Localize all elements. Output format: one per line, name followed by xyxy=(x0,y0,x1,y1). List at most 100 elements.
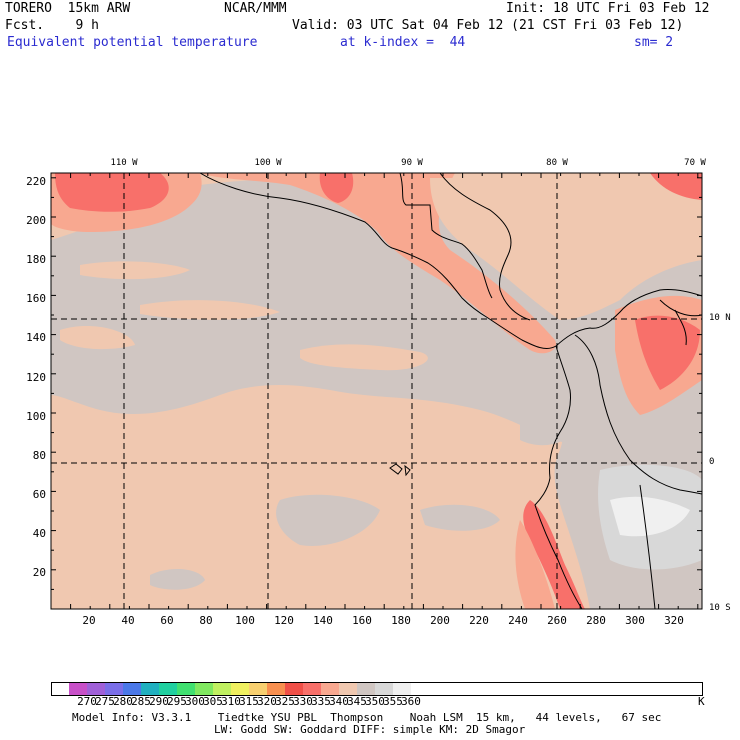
colorbar-swatch xyxy=(69,682,88,696)
field-patch-d xyxy=(60,325,135,350)
colorbar-swatch xyxy=(231,682,250,696)
colorbar-swatch xyxy=(285,682,304,696)
field-hot-caribbean xyxy=(650,173,702,200)
field-hot-peru-coast xyxy=(523,500,585,609)
x-grid-label: 260 xyxy=(547,614,567,627)
y-grid-label: 80 xyxy=(32,449,46,462)
colorbar-swatch xyxy=(51,682,71,696)
longitude-label: 90 W xyxy=(401,158,423,168)
coastline-maracaibo xyxy=(674,309,687,346)
colorbar-swatch xyxy=(177,682,196,696)
latitude-label: 0 xyxy=(709,457,715,467)
border-peru-brazil xyxy=(639,484,656,609)
y-grid-label: 60 xyxy=(32,488,46,501)
valid-time: Valid: 03 UTC Sat 04 Feb 12 (21 CST Fri … xyxy=(292,18,684,33)
latitude-label: 10 S xyxy=(709,603,731,613)
x-grid-label: 240 xyxy=(508,614,528,627)
colorbar-label: 290 xyxy=(149,695,169,708)
x-grid-label: 300 xyxy=(625,614,645,627)
x-grid-label: 200 xyxy=(430,614,450,627)
y-grid-label: 220 xyxy=(26,175,46,188)
field-patch-a xyxy=(300,344,428,371)
y-grid-label: 180 xyxy=(26,253,46,266)
longitude-label: 100 W xyxy=(254,158,282,168)
field-patch-f xyxy=(150,568,205,590)
forecast-hour: Fcst. 9 h xyxy=(5,18,99,33)
footer-model-info: Model Info: V3.3.1 Tiedtke YSU PBL Thomp… xyxy=(72,711,662,724)
colorbar-label: 360 xyxy=(401,695,421,708)
theta-e-field xyxy=(51,173,702,609)
longitude-label: 110 W xyxy=(110,158,138,168)
coastline-south-america-west xyxy=(534,345,583,609)
colorbar-swatch xyxy=(141,682,160,696)
field-warm-coast xyxy=(200,173,556,354)
colorbar-label: 275 xyxy=(95,695,115,708)
field-land-ca xyxy=(430,178,702,320)
x-grid-label: 120 xyxy=(274,614,294,627)
colorbar-swatch xyxy=(105,682,124,696)
colorbar-label: 355 xyxy=(383,695,403,708)
longitude-label: 70 W xyxy=(684,158,706,168)
x-grid-label: 100 xyxy=(235,614,255,627)
coastline-venezuela xyxy=(659,299,702,317)
colorbar-label: 300 xyxy=(185,695,205,708)
field-hot-nw xyxy=(55,173,169,212)
map-frame xyxy=(50,172,703,610)
x-grid-label: 80 xyxy=(199,614,213,627)
colorbar-swatch xyxy=(195,682,214,696)
field-warm-peru-coast xyxy=(515,520,555,609)
colorbar-label: 270 xyxy=(77,695,97,708)
field-hot-colombia xyxy=(635,315,700,390)
colorbar-swatch xyxy=(339,682,358,696)
colorbar-label: 320 xyxy=(257,695,277,708)
longitude-label: 80 W xyxy=(546,158,568,168)
coastline-pacific-central-america xyxy=(199,173,557,349)
colorbar-swatch xyxy=(213,682,232,696)
galapagos-islands xyxy=(389,463,411,477)
x-grid-label: 160 xyxy=(352,614,372,627)
smoothing-label: sm= 2 xyxy=(634,35,674,50)
colorbar-swatch xyxy=(411,682,703,696)
x-grid-label: 140 xyxy=(313,614,333,627)
init-time: Init: 18 UTC Fri 03 Feb 12 xyxy=(506,1,710,16)
colorbar-swatch xyxy=(267,682,286,696)
colorbar-label: 280 xyxy=(113,695,133,708)
colorbar-label: 345 xyxy=(347,695,367,708)
coastline-panama-colombia xyxy=(555,289,702,347)
field-patch-i xyxy=(520,408,575,446)
y-grid-label: 160 xyxy=(26,292,46,305)
colorbar-swatch xyxy=(393,682,412,696)
colorbar-label: 295 xyxy=(167,695,187,708)
x-grid-label: 320 xyxy=(664,614,684,627)
y-grid-label: 140 xyxy=(26,331,46,344)
lat-lon-grid xyxy=(51,173,702,609)
field-patch-e xyxy=(276,494,380,546)
colorbar-label: 330 xyxy=(293,695,313,708)
colorbar-label: 350 xyxy=(365,695,385,708)
colorbar-swatch xyxy=(249,682,268,696)
colorbar-label: 310 xyxy=(221,695,241,708)
field-patch-h xyxy=(55,446,110,499)
colorbar-swatch xyxy=(159,682,178,696)
field-title: Equivalent potential temperature xyxy=(7,35,258,50)
colorbar-swatch xyxy=(303,682,322,696)
y-grid-label: 200 xyxy=(26,214,46,227)
coastline-caribbean-side xyxy=(439,173,531,321)
colorbar-swatch xyxy=(321,682,340,696)
colorbar-swatch xyxy=(87,682,106,696)
x-grid-label: 60 xyxy=(160,614,174,627)
colorbar-label: 315 xyxy=(239,695,259,708)
colorbar-label: 285 xyxy=(131,695,151,708)
colorbar-label: 325 xyxy=(275,695,295,708)
field-patch-b xyxy=(80,261,190,280)
organization: NCAR/MMM xyxy=(224,1,287,16)
x-grid-label: 280 xyxy=(586,614,606,627)
field-patch-c xyxy=(140,300,280,320)
y-grid-label: 20 xyxy=(32,566,46,579)
colorbar-swatch xyxy=(357,682,376,696)
y-grid-label: 100 xyxy=(26,410,46,423)
colorbar-unit: K xyxy=(698,695,705,708)
k-index-label: at k-index = 44 xyxy=(340,35,466,50)
colorbar-label: 335 xyxy=(311,695,331,708)
